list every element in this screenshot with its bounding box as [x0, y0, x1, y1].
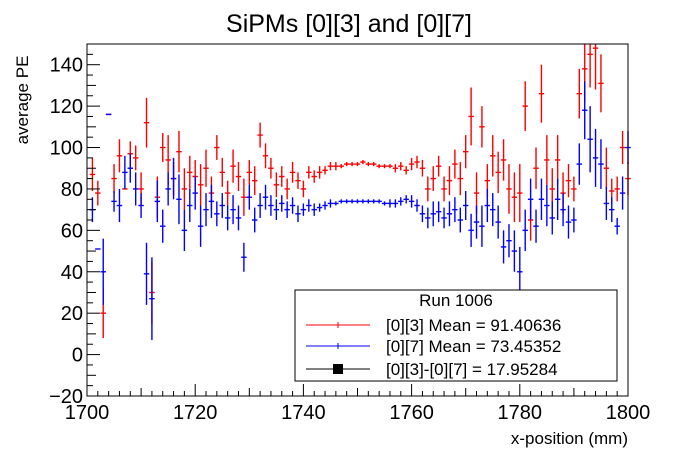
y-tick-label-3: 40 [61, 262, 83, 284]
y-tick-label-0: −20 [49, 386, 83, 408]
legend-marker-2 [333, 364, 343, 374]
x-tick-label-5: 1800 [606, 402, 651, 424]
legend-label-2: [0][3]-[0][7] = 17.95284 [386, 360, 558, 379]
legend: Run 1006 [0][3] Mean = 91.40636 [0][7] M… [294, 289, 618, 382]
legend-label-1: [0][7] Mean = 73.45352 [386, 337, 561, 356]
y-tick-label-6: 100 [50, 138, 83, 160]
x-tick-label-3: 1760 [389, 402, 434, 424]
y-tick-label-2: 20 [61, 303, 83, 325]
y-axis-label: average PE [13, 56, 32, 145]
y-tick-label-7: 120 [50, 96, 83, 118]
x-tick-label-2: 1740 [281, 402, 326, 424]
x-tick-label-4: 1780 [498, 402, 543, 424]
x-tick-label-0: 1700 [65, 402, 110, 424]
y-tick-label-8: 140 [50, 55, 83, 77]
legend-label-0: [0][3] Mean = 91.40636 [386, 316, 561, 335]
axes: 1700 1720 1740 1760 1780 1800 −20 0 20 40 60 80 100 1… [49, 43, 651, 424]
y-tick-label-1: 0 [72, 345, 83, 367]
y-tick-label-5: 80 [61, 179, 83, 201]
x-axis-label: x-position (mm) [511, 429, 628, 448]
data-layer [89, 44, 631, 341]
chart-title: SiPMs [0][3] and [0][7] [226, 10, 472, 38]
x-tick-label-1: 1720 [173, 402, 218, 424]
series-1 [89, 81, 631, 341]
legend-title: Run 1006 [419, 291, 493, 310]
y-tick-label-4: 60 [61, 220, 83, 242]
legend-box [294, 289, 618, 382]
